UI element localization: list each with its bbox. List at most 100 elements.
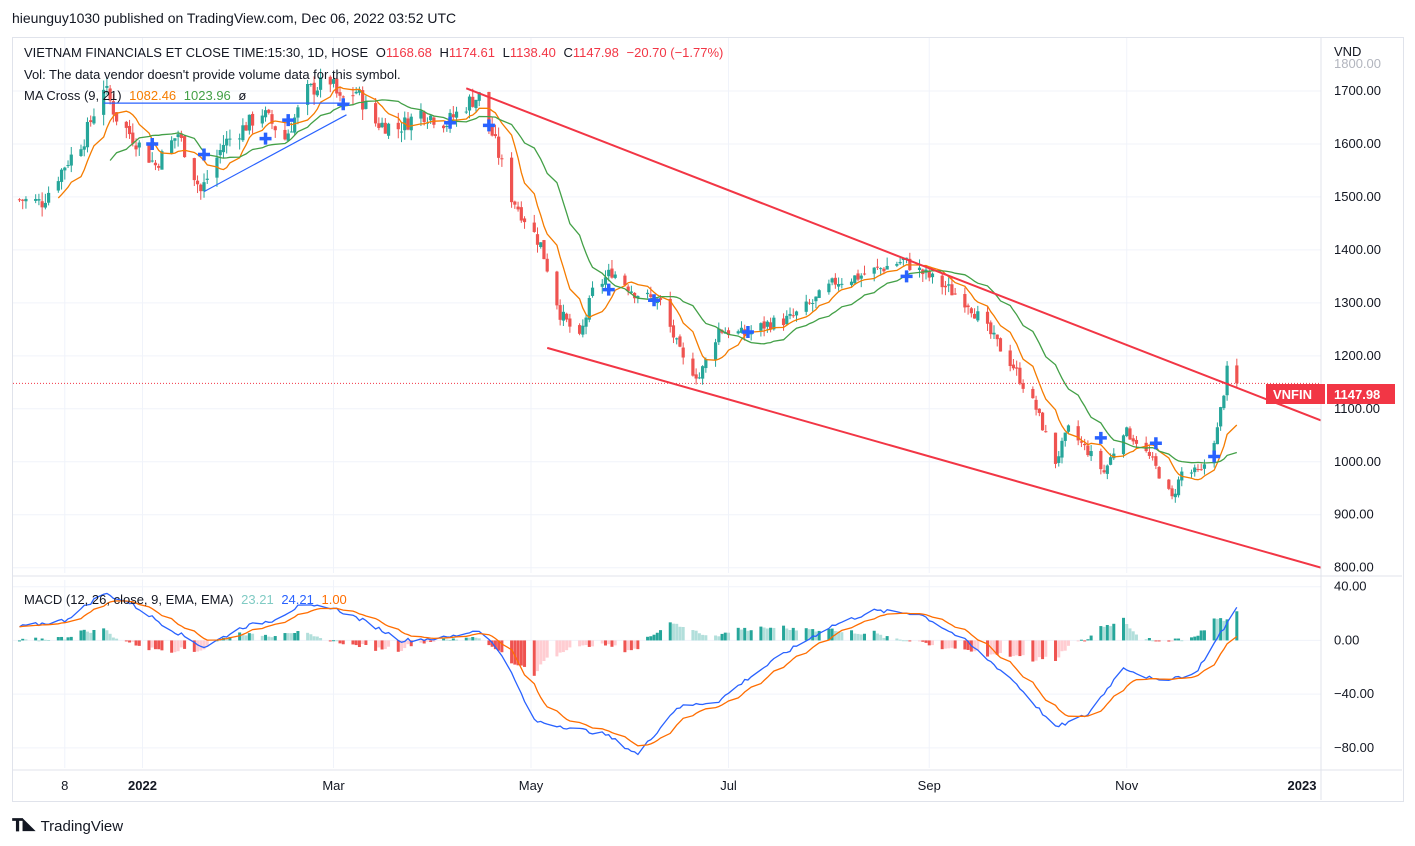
candle-body bbox=[192, 158, 196, 181]
macd-histogram-bar bbox=[455, 639, 459, 641]
macd-histogram-bar bbox=[225, 638, 229, 641]
macd-histogram-bar bbox=[998, 640, 1002, 654]
candle-body bbox=[1011, 364, 1016, 369]
macd-histogram-bar bbox=[655, 632, 659, 641]
time-tick-label: Nov bbox=[1115, 778, 1139, 793]
macd-histogram-bar bbox=[765, 628, 769, 641]
macd-histogram-bar bbox=[137, 640, 141, 646]
macd-histogram-bar bbox=[34, 637, 38, 641]
chart-frame[interactable] bbox=[12, 37, 1404, 802]
macd-histogram-bar bbox=[1199, 630, 1203, 641]
macd-histogram-bar bbox=[170, 640, 174, 653]
candle-body bbox=[147, 144, 151, 163]
candle-body bbox=[92, 116, 96, 124]
candle-body bbox=[1079, 441, 1084, 443]
candle-body bbox=[396, 122, 400, 130]
candle-body bbox=[357, 89, 362, 93]
macd-histogram-bar bbox=[1177, 638, 1181, 641]
macd-histogram-bar bbox=[1189, 637, 1193, 641]
macd-histogram-bar bbox=[111, 637, 115, 641]
ma-cross-legend[interactable]: MA Cross (9, 21) 1082.46 1023.96 ø bbox=[24, 88, 250, 103]
macd-histogram-bar bbox=[448, 639, 452, 641]
candle-body bbox=[493, 134, 498, 137]
macd-histogram-bar bbox=[924, 640, 928, 643]
candle-body bbox=[649, 294, 653, 298]
candle-body bbox=[241, 125, 245, 141]
macd-histogram-bar bbox=[714, 635, 718, 641]
candle-body bbox=[788, 313, 792, 316]
macd-histogram-bar bbox=[833, 631, 837, 641]
macd-histogram-bar bbox=[409, 640, 413, 647]
macd-histogram-bar bbox=[1151, 640, 1155, 642]
high-label: H bbox=[439, 45, 449, 60]
macd-histogram-bar bbox=[694, 630, 698, 641]
macd-histogram-bar bbox=[1235, 611, 1239, 641]
macd-histogram-bar bbox=[380, 640, 384, 650]
macd-legend[interactable]: MACD (12, 26, close, 9, EMA, EMA) 23.21 … bbox=[24, 592, 351, 607]
macd-histogram-bar bbox=[332, 640, 336, 642]
macd-histogram-bar bbox=[561, 640, 565, 653]
macd-histogram-bar bbox=[183, 640, 187, 649]
macd-histogram-bar bbox=[108, 633, 112, 641]
macd-histogram-bar bbox=[1041, 640, 1045, 660]
candle-body bbox=[769, 322, 773, 330]
volume-note-text: Vol: The data vendor doesn't provide vol… bbox=[24, 67, 401, 82]
candle-body bbox=[1151, 456, 1155, 458]
macd-histogram-bar bbox=[785, 628, 789, 641]
macd-histogram-bar bbox=[739, 629, 743, 641]
candle-body bbox=[1170, 488, 1174, 497]
macd-histogram-bar bbox=[293, 633, 297, 641]
candle-body bbox=[607, 269, 611, 277]
candle-body bbox=[263, 110, 268, 118]
macd-histogram-bar bbox=[47, 640, 51, 642]
candle-body bbox=[445, 126, 449, 128]
candle-body bbox=[454, 111, 459, 118]
macd-histogram-bar bbox=[1170, 640, 1174, 642]
macd-histogram-bar bbox=[241, 634, 245, 641]
macd-histogram-bar bbox=[429, 640, 433, 642]
price-tick-label: 900.00 bbox=[1334, 507, 1374, 522]
macd-histogram-bar bbox=[105, 630, 109, 641]
candle-body bbox=[972, 313, 977, 319]
candle-body bbox=[56, 181, 60, 191]
candle-body bbox=[976, 311, 980, 321]
time-tick-label: 2022 bbox=[128, 778, 157, 793]
ma-cross-marker bbox=[282, 114, 295, 127]
candle-body bbox=[772, 317, 776, 330]
macd-histogram-bar bbox=[425, 640, 429, 642]
candle-body bbox=[807, 302, 812, 304]
candle-body bbox=[312, 82, 316, 95]
macd-histogram-bar bbox=[335, 640, 339, 642]
tradingview-logo[interactable]: 𝐓◣ TradingView bbox=[12, 816, 123, 836]
ma-fast-line bbox=[57, 86, 1238, 481]
macd-histogram-bar bbox=[807, 629, 811, 641]
candle-body bbox=[1034, 399, 1038, 410]
macd-histogram-bar bbox=[82, 629, 86, 641]
macd-histogram-bar bbox=[354, 640, 358, 646]
candle-body bbox=[260, 115, 264, 124]
candle-body bbox=[587, 297, 591, 320]
macd-histogram-bar bbox=[516, 640, 520, 666]
ma-slow-line bbox=[109, 99, 1237, 464]
macd-histogram-bar bbox=[474, 637, 478, 641]
candle-body bbox=[63, 167, 67, 171]
time-tick-label: May bbox=[519, 778, 544, 793]
macd-histogram-bar bbox=[63, 639, 67, 641]
macd-tick-label: −80.00 bbox=[1334, 740, 1374, 755]
macd-histogram-bar bbox=[319, 638, 323, 641]
macd-histogram-bar bbox=[626, 640, 630, 651]
candle-body bbox=[160, 151, 164, 170]
candle-body bbox=[927, 270, 931, 278]
candle-body bbox=[374, 103, 378, 124]
time-tick-label: Jul bbox=[720, 778, 737, 793]
candle-body bbox=[985, 311, 990, 324]
macd-histogram-bar bbox=[927, 640, 931, 646]
candle-body bbox=[535, 234, 540, 245]
macd-histogram-bar bbox=[445, 639, 449, 641]
candle-body bbox=[513, 201, 517, 205]
candle-body bbox=[40, 201, 44, 208]
grid bbox=[13, 38, 1321, 768]
macd-histogram-bar bbox=[157, 640, 161, 650]
macd-histogram-bar bbox=[403, 640, 407, 649]
